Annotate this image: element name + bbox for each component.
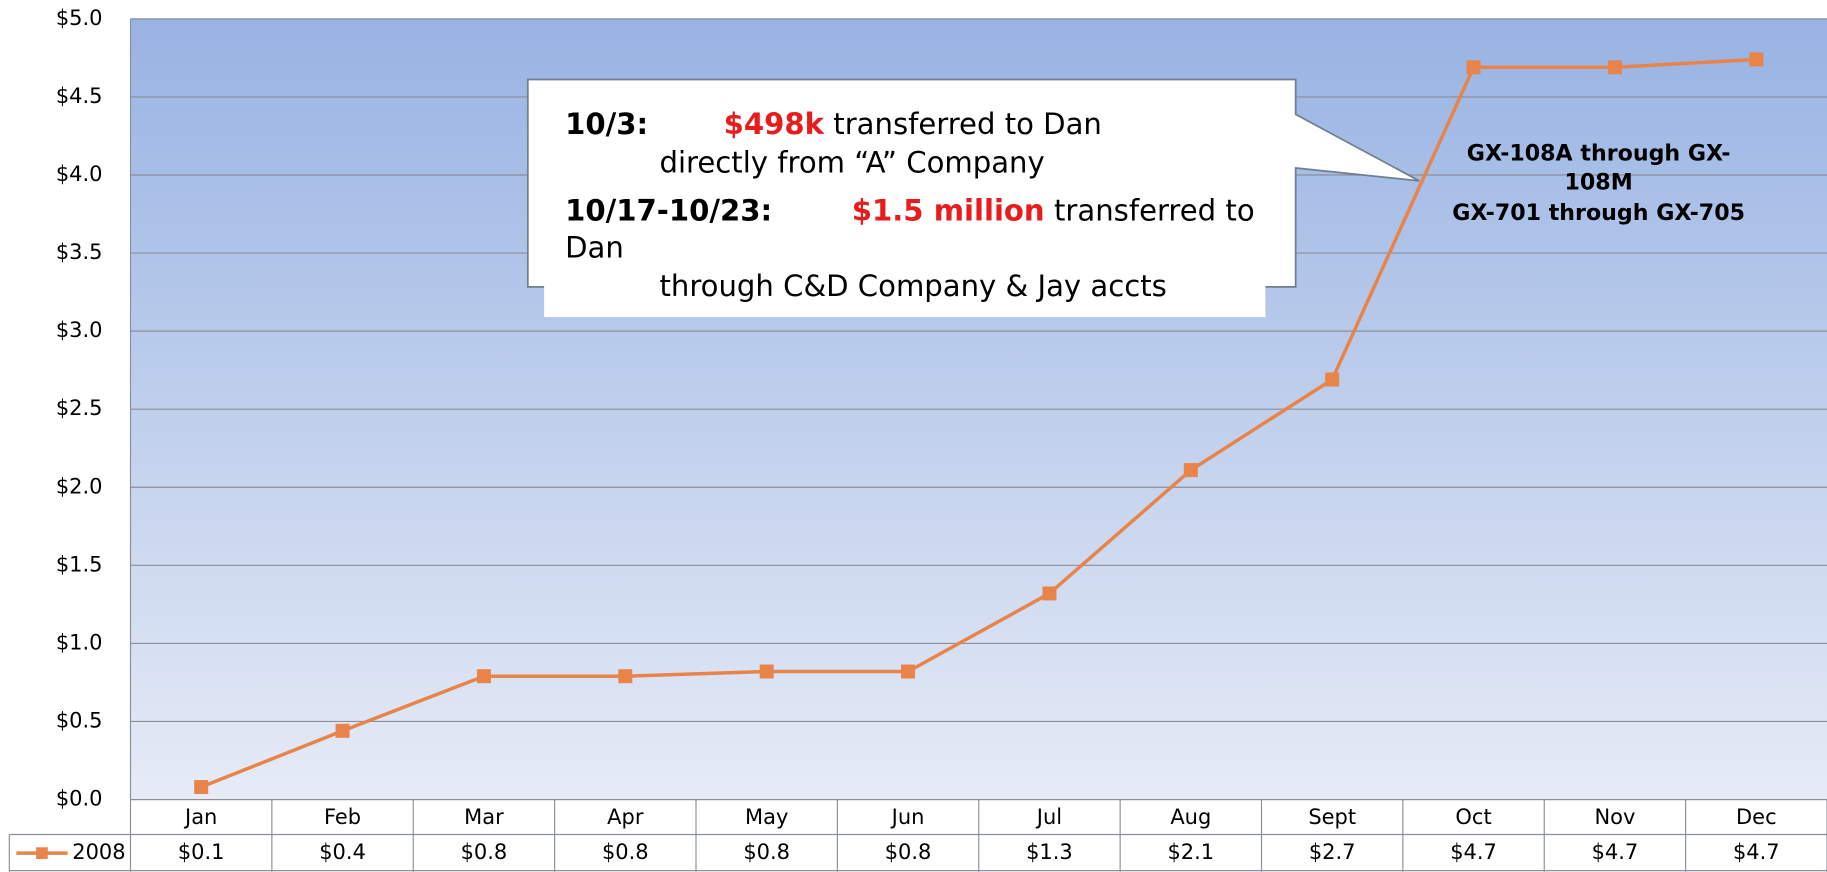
x-tick-label: Apr (607, 805, 644, 829)
y-tick-label: $5.0 (56, 6, 103, 30)
marker (476, 669, 491, 684)
y-tick-label: $3.0 (56, 318, 103, 342)
table-value: $0.4 (319, 840, 366, 864)
legend-marker (36, 847, 48, 859)
table-value: $4.7 (1592, 840, 1639, 864)
legend-label: 2008 (72, 840, 125, 864)
table-value: $0.8 (743, 840, 790, 864)
marker (1466, 60, 1481, 75)
exhibit-note: GX-108A through GX- 108M GX-701 through … (1452, 141, 1745, 226)
callout-line: 10/3: $498k transferred to Dan (565, 107, 1102, 141)
table-value: $4.7 (1733, 840, 1780, 864)
y-tick-label: $2.0 (56, 474, 103, 498)
callout-text: transferred to Dan (833, 107, 1102, 141)
callout-text: transferred to (1054, 193, 1255, 227)
y-tick-label: $4.5 (56, 84, 103, 108)
marker (759, 664, 774, 679)
x-tick-label: Sept (1308, 805, 1356, 829)
callout-date: 10/17-10/23: (565, 193, 772, 227)
callout-line: 10/17-10/23: $1.5 million transferred to (565, 193, 1255, 227)
table-value: $2.7 (1309, 840, 1356, 864)
data-table: 2008 $0.1 $0.4 $0.8 $0.8 $0.8 $0.8 $1.3 $2.1 $2.7… (8, 798, 1827, 872)
series-line (200, 57, 1757, 789)
exhibit-line: GX-108A through GX- (1467, 141, 1731, 167)
callout-line: directly from “A” Company (659, 146, 1044, 180)
y-tick-label: $1.5 (56, 552, 103, 576)
y-tick-label: $1.0 (56, 630, 103, 654)
y-tick-label: $0.5 (56, 708, 103, 732)
y-tick-label: $4.0 (56, 162, 103, 186)
grid: $0.0 $0.5 $1.0 $1.5 $2.0 $2.5 $3.0 $3.5 $4.0 $4.5… (56, 6, 1827, 811)
marker (1042, 586, 1057, 601)
callout-line: Dan (565, 231, 624, 265)
marker (194, 780, 209, 795)
x-tick-label: Jun (890, 805, 925, 829)
table-value: $2.1 (1167, 840, 1214, 864)
marker (335, 723, 350, 738)
exhibit-line: 108M (1565, 170, 1633, 196)
x-tick-label: Mar (464, 805, 504, 829)
table-value: $0.8 (461, 840, 508, 864)
x-tick-label: Jan (183, 805, 217, 829)
y-tick-label: $0.0 (56, 787, 103, 811)
callout: 10/3: $498k transferred to Dan directly fr… (526, 78, 1420, 318)
series (194, 52, 1764, 795)
marker (618, 669, 633, 684)
table-value: $0.1 (178, 840, 225, 864)
x-tick-label: Jul (1035, 805, 1062, 829)
exhibit-line: GX-701 through GX-705 (1452, 200, 1745, 226)
table-value: $0.8 (602, 840, 649, 864)
x-tick-label: Nov (1594, 805, 1635, 829)
x-tick-label: Dec (1736, 805, 1777, 829)
x-tick-label: Oct (1455, 805, 1491, 829)
x-tick-label: Feb (324, 805, 361, 829)
callout-amount: $1.5 million (852, 193, 1045, 227)
callout-text-box (544, 279, 1266, 318)
marker (1325, 372, 1340, 387)
y-tick-label: $2.5 (56, 396, 103, 420)
table-value: $1.3 (1026, 840, 1073, 864)
x-tick-label: Aug (1170, 805, 1211, 829)
table-value: $0.8 (885, 840, 932, 864)
marker (1749, 52, 1764, 67)
callout-amount: $498k (724, 107, 825, 141)
table-value: $4.7 (1450, 840, 1497, 864)
callout-date: 10/3: (565, 107, 648, 141)
marker (1183, 463, 1198, 478)
x-tick-label: May (745, 805, 788, 829)
marker (901, 664, 916, 679)
y-tick-label: $3.5 (56, 240, 103, 264)
marker (1607, 60, 1622, 75)
callout-line: through C&D Company & Jay accts (659, 269, 1166, 303)
